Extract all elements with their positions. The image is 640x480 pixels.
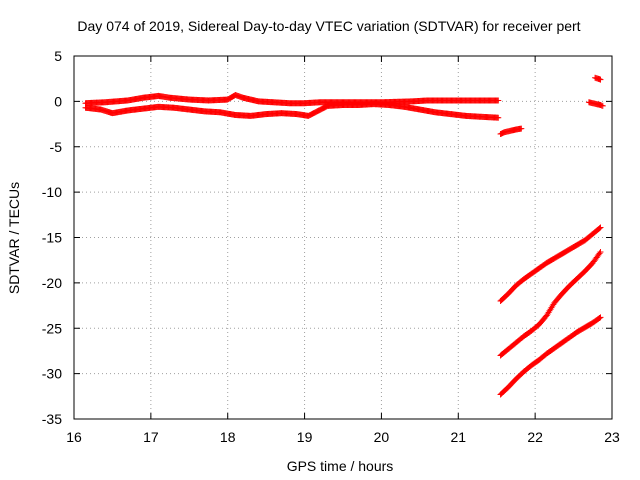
chart-title: Day 074 of 2019, Sidereal Day-to-day VTE… — [77, 18, 580, 34]
data-point-arc-3 — [503, 386, 510, 393]
x-tick-label: 19 — [297, 429, 313, 445]
y-axis-label: SDTVAR / TECUs — [6, 182, 22, 294]
data-point-arc-1 — [503, 292, 510, 299]
x-tick-label: 16 — [66, 429, 82, 445]
data-point-arc-2 — [564, 284, 571, 291]
data-point-arc-2 — [580, 269, 587, 276]
data-point-arc-2 — [596, 250, 603, 257]
data-point-upper-band-bottom — [494, 114, 501, 121]
data-point-arc-3 — [511, 378, 518, 385]
x-tick-label: 23 — [604, 429, 620, 445]
y-tick-label: -35 — [42, 411, 62, 427]
data-point-upper-band-top — [494, 97, 501, 104]
data-point-arc-2 — [541, 314, 548, 321]
x-axis-label: GPS time / hours — [287, 458, 394, 474]
y-tick-label: -15 — [42, 230, 62, 246]
data-point-arc-3 — [596, 315, 603, 322]
y-tick-label: -30 — [42, 366, 62, 382]
data-marks — [82, 74, 606, 398]
x-tick-label: 21 — [450, 429, 466, 445]
data-point-arc-2 — [557, 293, 564, 300]
y-tick-label: -5 — [50, 139, 63, 155]
data-point-late-upper — [598, 102, 605, 109]
data-point-short-arc — [517, 125, 524, 132]
y-tick-label: -25 — [42, 320, 62, 336]
x-tick-label: 17 — [143, 429, 159, 445]
x-tick-label: 20 — [374, 429, 390, 445]
data-point-arc-2 — [572, 277, 579, 284]
data-point-late-upper — [596, 76, 603, 83]
axis-ticks: 16 17 18 19 20 21 22 23 5 0 -5 -10 -15 -20 -25 -30 -35 — [42, 48, 620, 445]
data-point-arc-2 — [534, 323, 541, 330]
data-point-arc-3 — [595, 315, 602, 322]
data-point-arc-1 — [511, 284, 518, 291]
data-point-arc-2 — [587, 261, 594, 268]
x-tick-label: 18 — [220, 429, 236, 445]
y-tick-label: -20 — [42, 275, 62, 291]
y-tick-label: 5 — [54, 48, 62, 64]
y-tick-label: -10 — [42, 184, 62, 200]
x-tick-label: 22 — [527, 429, 543, 445]
data-point-arc-3 — [518, 370, 525, 377]
data-point-arc-1 — [595, 226, 602, 233]
data-point-arc-2 — [595, 251, 602, 258]
y-tick-label: 0 — [54, 93, 62, 109]
data-point-arc-1 — [596, 225, 603, 232]
